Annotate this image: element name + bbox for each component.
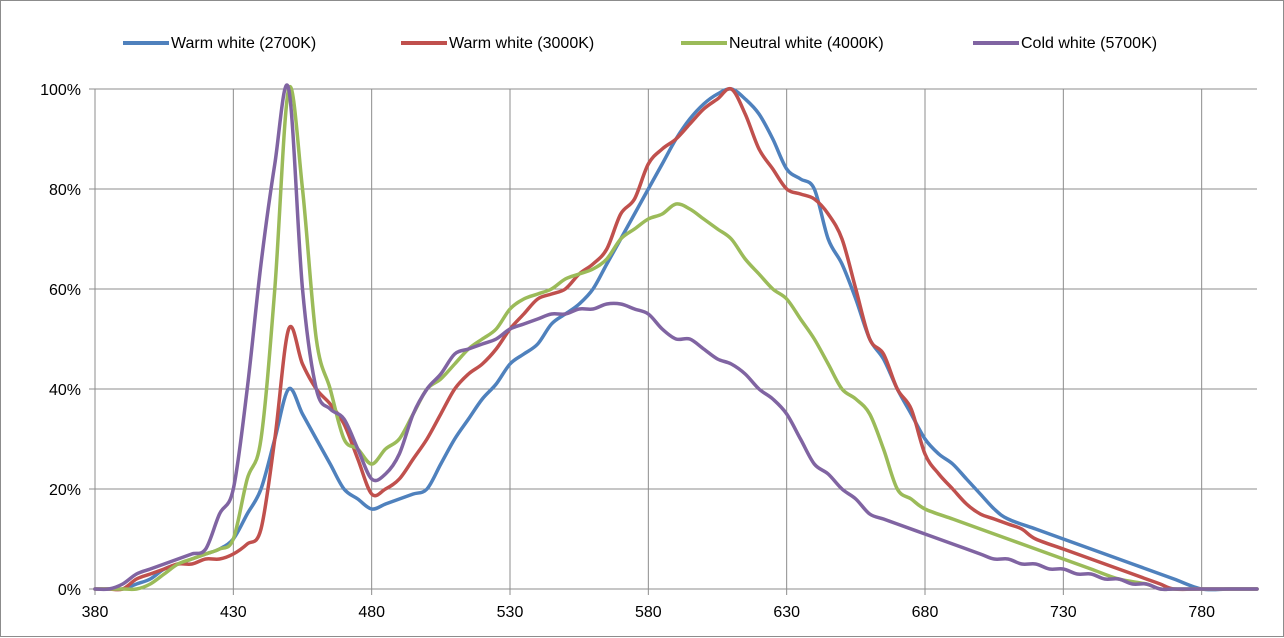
series-lines <box>93 83 1259 592</box>
legend-label: Cold white (5700K) <box>1021 35 1157 52</box>
series-line-warm-white-3000k <box>93 86 1259 592</box>
x-tick-label: 630 <box>773 604 800 621</box>
legend: Warm white (2700K) Warm white (3000K) Neut… <box>123 35 1157 52</box>
y-tick-label: 60% <box>49 282 81 299</box>
x-tick-labels: 380 430 480 530 580 630 680 730 780 <box>82 604 1215 621</box>
y-tick-label: 20% <box>49 482 81 499</box>
y-tick-labels: 0% 20% 40% 60% 80% 100% <box>40 82 81 599</box>
x-tick-label: 780 <box>1188 604 1215 621</box>
legend-label: Warm white (3000K) <box>449 35 594 52</box>
legend-label: Warm white (2700K) <box>171 35 316 52</box>
legend-label: Neutral white (4000K) <box>729 35 884 52</box>
x-tick-label: 580 <box>635 604 662 621</box>
series-line-neutral-white-4000k <box>93 84 1259 592</box>
x-tick-label: 380 <box>82 604 109 621</box>
y-tick-label: 100% <box>40 82 81 99</box>
x-tick-label: 430 <box>220 604 247 621</box>
x-tick-label: 480 <box>358 604 385 621</box>
y-tick-label: 40% <box>49 382 81 399</box>
series-line-cold-white-5700k <box>93 83 1259 592</box>
x-tick-label: 730 <box>1050 604 1077 621</box>
y-tick-label: 80% <box>49 182 81 199</box>
x-tick-label: 530 <box>497 604 524 621</box>
x-tick-label: 680 <box>912 604 939 621</box>
y-tick-label: 0% <box>58 582 81 599</box>
